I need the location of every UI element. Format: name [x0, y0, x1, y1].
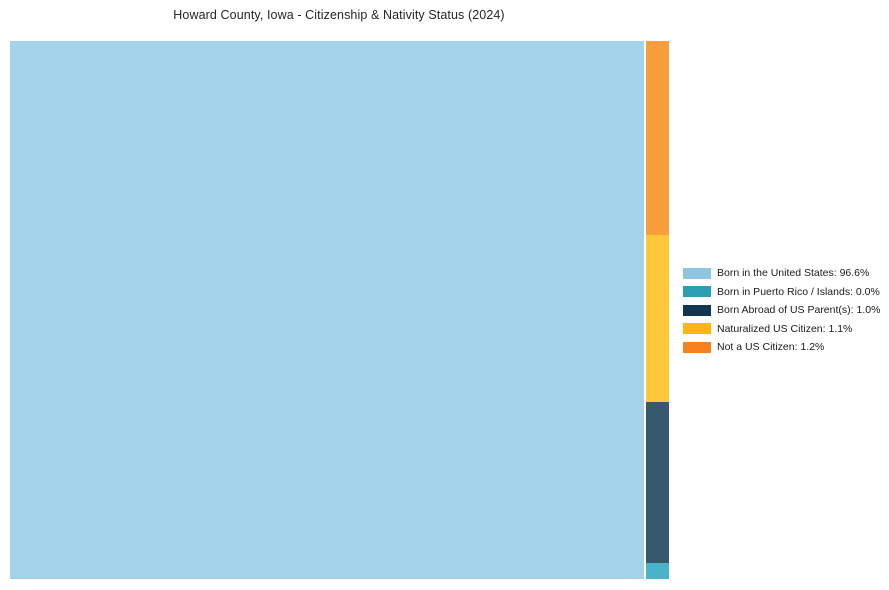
legend-label: Not a US Citizen: 1.2%: [717, 341, 825, 354]
legend-item-born-in-united-states: Born in the United States: 96.6%: [683, 264, 880, 283]
legend-swatch-icon: [683, 341, 711, 353]
legend-label: Naturalized US Citizen: 1.1%: [717, 322, 853, 335]
legend-swatch-icon: [683, 323, 711, 335]
legend-item-not-a-us-citizen: Not a US Citizen: 1.2%: [683, 338, 880, 357]
treemap-plot-area: [10, 41, 669, 579]
legend-swatch-icon: [683, 286, 711, 298]
legend-label: Born in the United States: 96.6%: [717, 267, 870, 280]
chart-title: Howard County, Iowa - Citizenship & Nati…: [173, 8, 505, 22]
legend: Born in the United States: 96.6% Born in…: [683, 264, 880, 357]
treemap-segment-born-abroad-us-parents: [646, 402, 669, 563]
legend-swatch-icon: [683, 267, 711, 279]
legend-label: Born in Puerto Rico / Islands: 0.0%: [717, 285, 880, 298]
treemap-segment-born-puerto-rico-islands: [646, 563, 669, 579]
legend-item-naturalized-us-citizen: Naturalized US Citizen: 1.1%: [683, 320, 880, 339]
treemap-segment-born-in-united-states: [10, 41, 644, 579]
treemap-segment-not-a-us-citizen: [646, 41, 669, 235]
treemap-segment-naturalized-us-citizen: [646, 235, 669, 402]
legend-item-born-puerto-rico-islands: Born in Puerto Rico / Islands: 0.0%: [683, 283, 880, 302]
legend-label: Born Abroad of US Parent(s): 1.0%: [717, 304, 881, 317]
legend-swatch-icon: [683, 304, 711, 316]
legend-item-born-abroad-us-parents: Born Abroad of US Parent(s): 1.0%: [683, 301, 880, 320]
